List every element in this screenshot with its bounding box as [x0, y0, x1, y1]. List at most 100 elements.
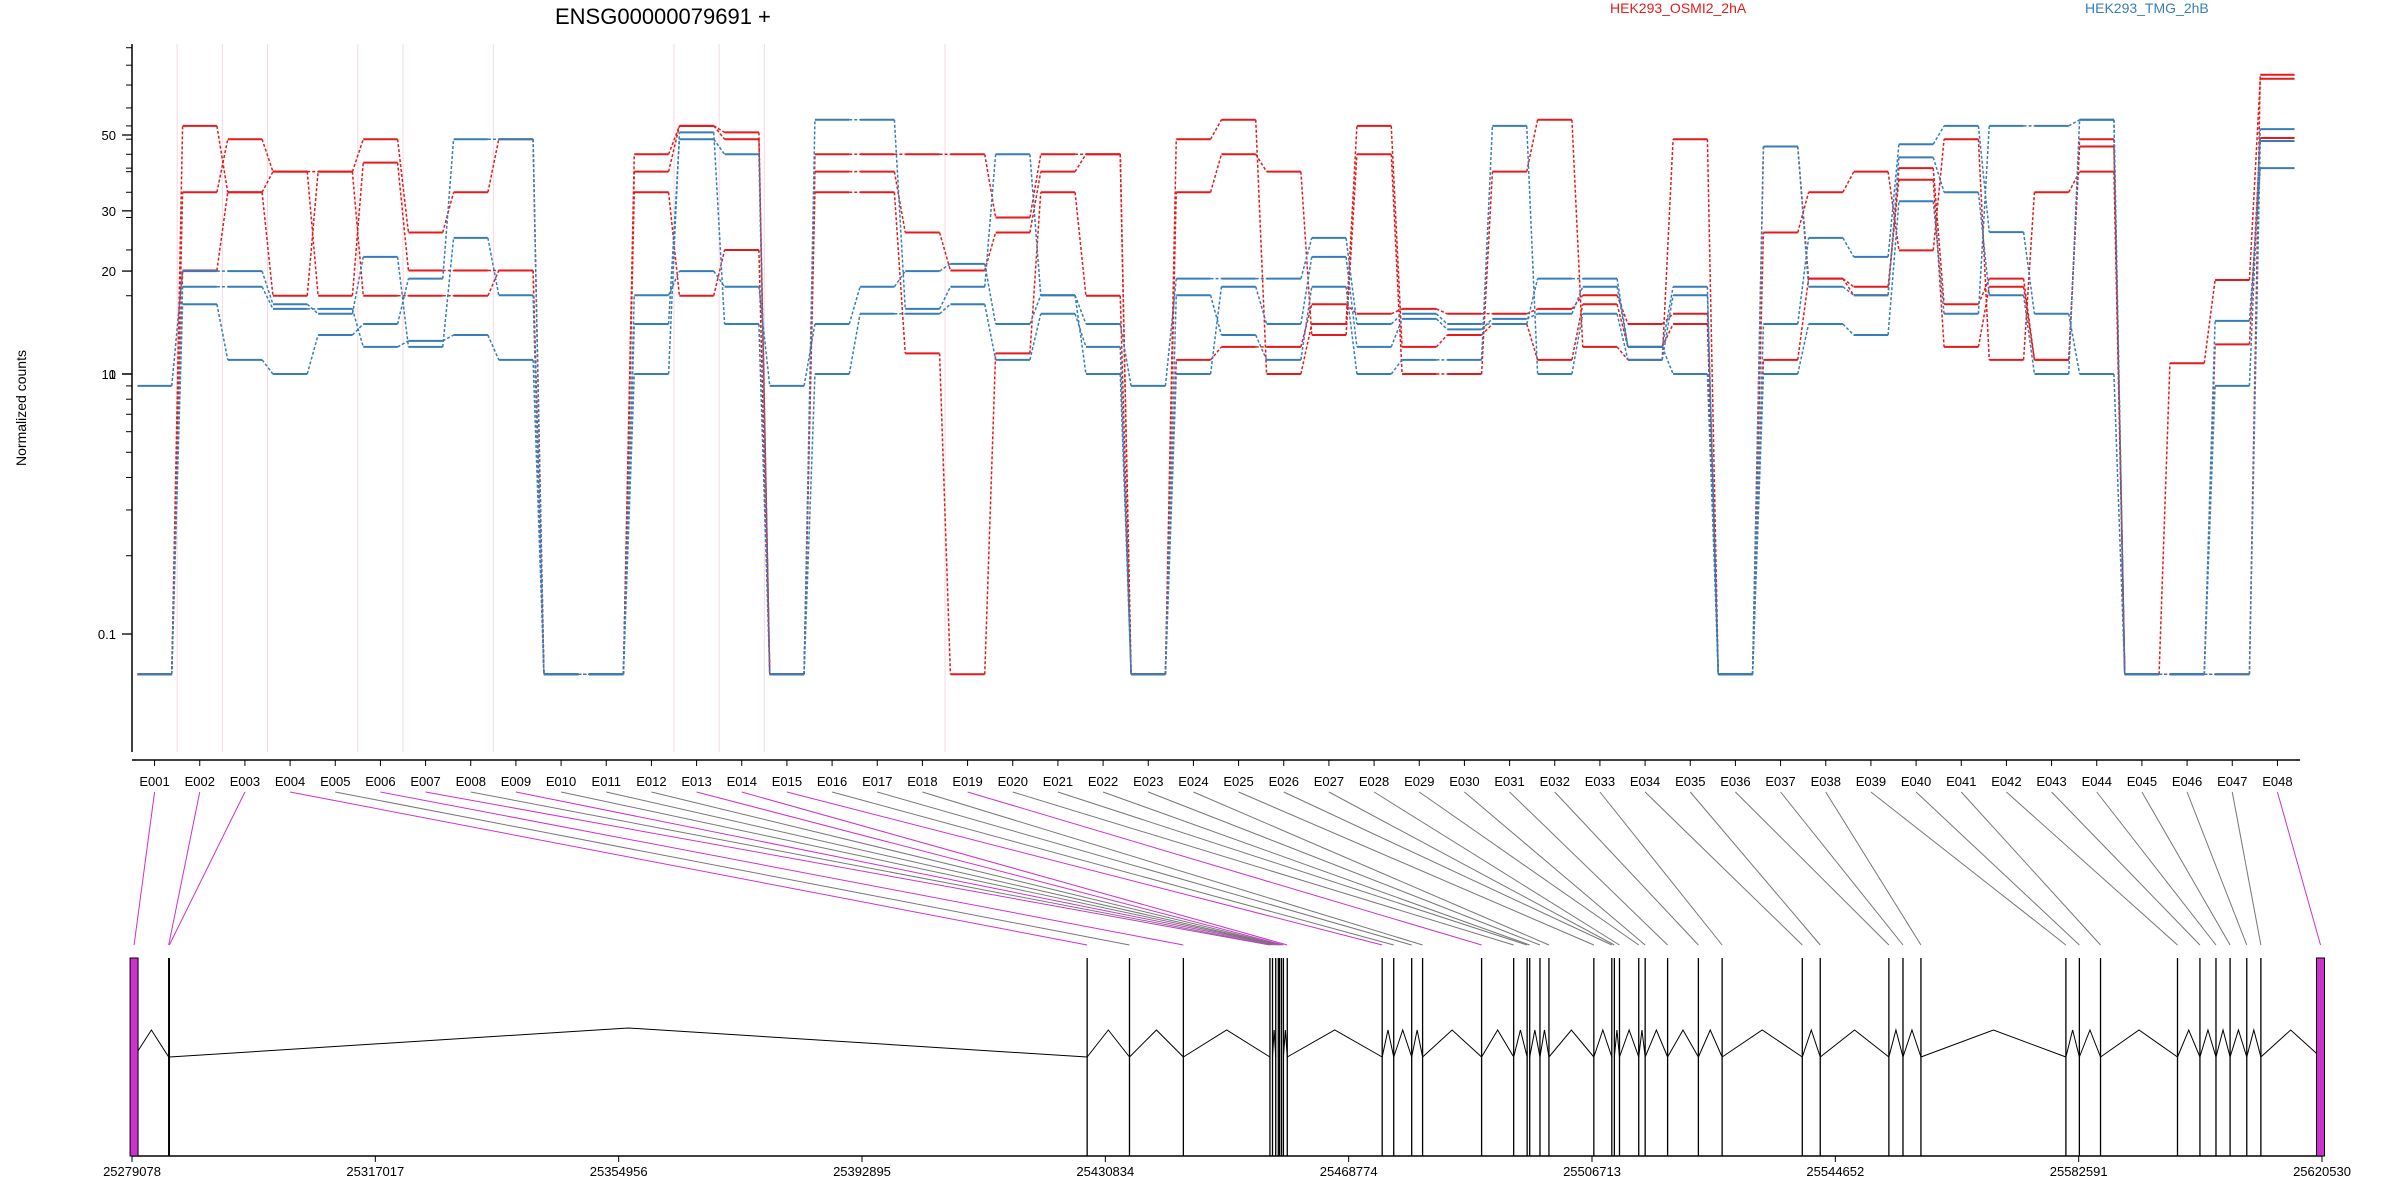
x-tick-label: E013: [681, 774, 711, 789]
intron: [1393, 1028, 1413, 1058]
chart-title: ENSG00000079691 +: [555, 4, 771, 29]
x-tick-label: E012: [636, 774, 666, 789]
exon-connector: [786, 791, 1383, 946]
x-tick-label: E046: [2172, 774, 2202, 789]
exon-connector: [2186, 791, 2248, 946]
exon-highlighted: [129, 957, 139, 1157]
intron: [1619, 1028, 1640, 1058]
series-connector: [170, 78, 2261, 676]
intron: [1287, 1029, 1383, 1058]
exon-connector: [2006, 791, 2178, 946]
series-layer: [137, 73, 2295, 676]
exon-bands: [176, 44, 946, 752]
exon-connectors: [133, 791, 2322, 946]
exon-connector: [2051, 791, 2201, 946]
exon-connector: [1057, 791, 1528, 946]
intron: [2100, 1029, 2178, 1058]
x-tick-label: E048: [2262, 774, 2292, 789]
intron: [1529, 1029, 1541, 1058]
exon-connector: [1373, 791, 1620, 946]
genome-tick-label: 25354956: [590, 1164, 648, 1179]
x-tick-label: E034: [1630, 774, 1660, 789]
intron: [2199, 1028, 2217, 1058]
exon-connector: [1960, 791, 2101, 946]
x-tick-label: E047: [2217, 774, 2247, 789]
x-tick-label: E030: [1449, 774, 1479, 789]
exon-connector: [1689, 791, 1821, 946]
exon-connector: [2096, 791, 2217, 946]
exon-connector: [425, 791, 1271, 946]
x-tick-label: E010: [546, 774, 576, 789]
intron: [2229, 1028, 2248, 1058]
exon-connector: [2141, 791, 2231, 946]
x-tick-label: E016: [817, 774, 847, 789]
intron: [1721, 1029, 1803, 1058]
x-tick-label: E043: [2036, 774, 2066, 789]
exon-connector: [696, 791, 1284, 946]
exon-connector: [1644, 791, 1803, 946]
intron: [1513, 1029, 1528, 1058]
exon-connector: [168, 791, 201, 946]
exon-connector: [1825, 791, 1922, 946]
exon-connector: [560, 791, 1279, 946]
exon-connector: [2276, 791, 2322, 946]
intron: [1548, 1029, 1595, 1058]
intron: [133, 1029, 170, 1058]
intron: [1697, 1028, 1723, 1058]
y-tick-label: 20: [102, 264, 116, 279]
intron: [2078, 1028, 2101, 1058]
exon-connector: [1418, 791, 1640, 946]
genome-tick-label: 25430834: [1076, 1164, 1134, 1179]
exon-connector: [1012, 791, 1514, 946]
intron: [1183, 1029, 1271, 1058]
x-tick-label: E022: [1088, 774, 1118, 789]
x-tick-label: E025: [1223, 774, 1253, 789]
exon-connector: [2231, 791, 2262, 946]
intron: [1593, 1028, 1613, 1058]
series-connector: [170, 119, 2261, 676]
y-tick-label: 1: [109, 367, 116, 382]
intron: [1902, 1028, 1922, 1058]
exon-connector: [606, 791, 1280, 946]
exon-connector: [922, 791, 1423, 946]
exon-connector: [831, 791, 1394, 946]
x-tick-label: E005: [320, 774, 350, 789]
genome-tick-label: 25468774: [1320, 1164, 1378, 1179]
series-4: [137, 118, 2295, 676]
x-tick-label: E042: [1991, 774, 2021, 789]
x-tick-label: E039: [1856, 774, 1886, 789]
series-connector: [170, 74, 2261, 676]
x-tick-label: E014: [727, 774, 757, 789]
x-tick-label: E029: [1404, 774, 1434, 789]
intron: [1920, 1029, 2067, 1058]
series-1: [137, 118, 2295, 676]
intron: [1644, 1028, 1669, 1058]
exon-connector: [515, 791, 1276, 946]
series-connector: [170, 119, 2261, 676]
series-2: [137, 73, 2295, 676]
genome-tick-label: 25582591: [2050, 1164, 2108, 1179]
intron: [1086, 1029, 1130, 1058]
x-tick-label: E036: [1720, 774, 1750, 789]
x-tick-label: E031: [1494, 774, 1524, 789]
exon-connector: [133, 791, 156, 946]
x-tick-label: E020: [998, 774, 1028, 789]
intron: [1481, 1029, 1515, 1058]
exon-connector: [1870, 791, 2067, 946]
exon-connector: [741, 791, 1288, 946]
x-tick-label: E035: [1675, 774, 1705, 789]
intron: [2215, 1028, 2231, 1058]
x-tick-label: E021: [1043, 774, 1073, 789]
genome-tick-label: 25544652: [1806, 1164, 1864, 1179]
y-tick-label: 30: [102, 204, 116, 219]
exon-connector: [967, 791, 1482, 946]
x-tick-label: E008: [456, 774, 486, 789]
x-tick-label: E038: [1811, 774, 1841, 789]
y-tick-label: 10: [102, 367, 116, 382]
x-tick-label: E027: [1314, 774, 1344, 789]
exon-connector: [1148, 791, 1541, 946]
exon-highlighted: [2316, 957, 2326, 1157]
exon-connector: [1283, 791, 1613, 946]
intron: [1638, 1029, 1646, 1058]
